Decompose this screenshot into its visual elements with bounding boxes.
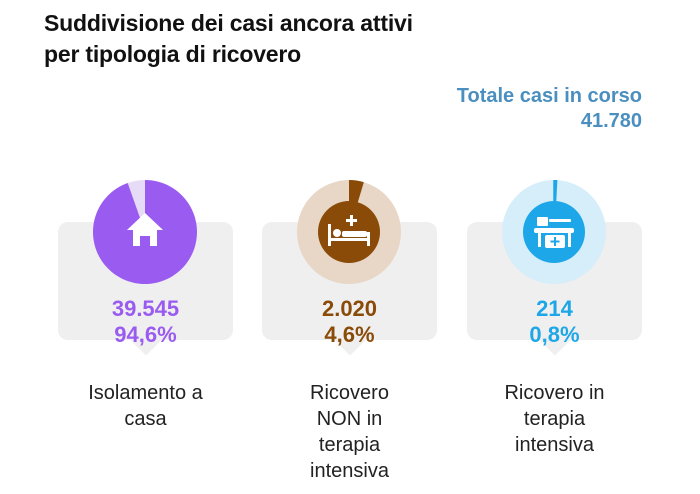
count-value: 2.020 [321,296,378,321]
label-hospital-non-icu: Ricovero NON in terapia intensiva [262,380,437,484]
label-line: Ricovero [310,382,389,404]
cross-icon [550,237,560,246]
label-icu: Ricovero in terapia intensiva [467,380,642,458]
label-line: terapia [523,408,586,430]
label-home-isolation: Isolamento a casa [58,380,233,432]
hospital-bed-icon [328,215,370,246]
donut-hospital-non-icu [297,180,401,284]
label-line: terapia [318,434,381,456]
chart-title: Suddivisione dei casi ancora attivi per … [44,8,504,70]
label-line: Ricovero in [504,382,605,404]
count-value: 39.545 [111,296,180,321]
values-icu: 214 0,8% [467,296,642,348]
title-line-2: per tipologia di ricovero [44,41,301,67]
title-line-1: Suddivisione dei casi ancora attivi [44,10,413,36]
donut-home-isolation [93,180,197,284]
percent-value: 4,6% [324,322,375,347]
icu-bed-icon [534,217,574,248]
donut-icu [502,180,606,284]
total-cases: Totale casi in corso 41.780 [457,84,642,134]
label-line: intensiva [310,460,389,482]
percent-value: 0,8% [529,322,580,347]
values-home-isolation: 39.545 94,6% [58,296,233,348]
count-value: 214 [536,296,573,321]
values-hospital-non-icu: 2.020 4,6% [262,296,437,348]
label-line: casa [124,408,167,430]
house-icon [127,213,163,246]
label-line: Isolamento a [88,382,203,404]
label-line: NON in [316,408,383,430]
total-value: 41.780 [580,110,642,132]
percent-value: 94,6% [114,322,177,347]
label-line: intensiva [515,434,594,456]
total-label: Totale casi in corso [456,85,642,107]
